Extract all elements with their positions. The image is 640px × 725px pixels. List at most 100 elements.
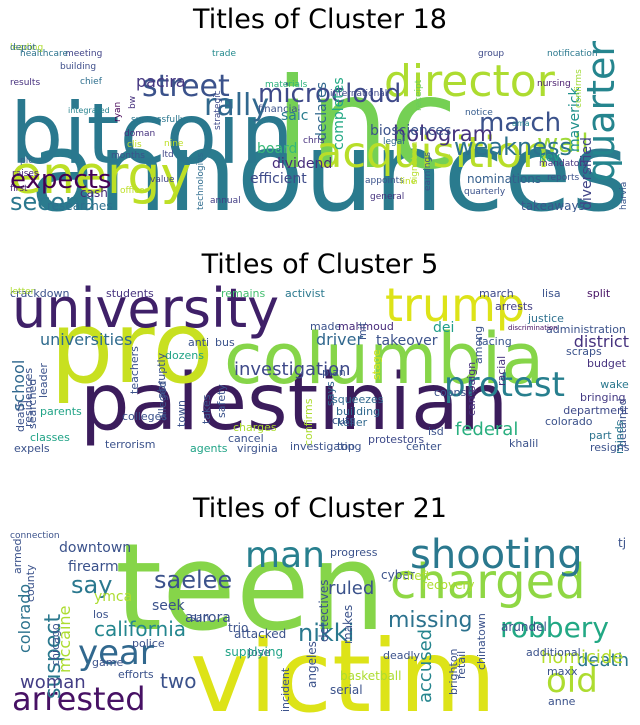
word-arundel: arundel bbox=[501, 620, 547, 634]
word-man: man bbox=[245, 535, 325, 576]
word-trade: trade bbox=[212, 49, 236, 59]
word-key: key bbox=[539, 150, 560, 164]
word-meeting: meeting bbox=[65, 49, 102, 59]
word-takeover: takeover bbox=[376, 333, 438, 349]
word-isd: isd bbox=[428, 425, 444, 438]
word-year: year bbox=[78, 633, 154, 673]
word-detained: detained bbox=[616, 398, 629, 447]
word-biosciences: biosciences bbox=[370, 123, 451, 139]
word-value: value bbox=[150, 175, 175, 185]
word-virginia: virginia bbox=[237, 442, 278, 455]
word-nominations: nominations bbox=[467, 172, 541, 186]
word-homicide: homicide bbox=[541, 647, 623, 668]
word-colorado: colorado bbox=[15, 584, 34, 653]
word-doman: doman bbox=[124, 129, 155, 139]
word-mandatory: mandatory bbox=[539, 159, 589, 169]
word-connection: connection bbox=[10, 531, 60, 541]
word-nursing: nursing bbox=[537, 79, 571, 89]
word-rally: rally bbox=[204, 88, 269, 123]
word-trump: trump bbox=[385, 284, 525, 332]
word-death: death bbox=[14, 400, 27, 432]
word-students: students bbox=[106, 287, 154, 300]
word-nine: nine bbox=[164, 139, 184, 149]
word-chicago: chicago bbox=[49, 623, 62, 666]
word-pacira: pacira bbox=[136, 72, 186, 91]
word-wall: wall bbox=[537, 129, 589, 159]
word-armed: armed bbox=[11, 538, 24, 574]
word-ama: ama bbox=[512, 119, 530, 128]
panel-title-cluster-18: Titles of Cluster 18 bbox=[193, 4, 447, 35]
word-budget: budget bbox=[587, 357, 627, 370]
word-supplying: supplying bbox=[225, 645, 283, 659]
word-cloud-cluster-5: palestinian pro columbia university trump pro… bbox=[10, 284, 630, 456]
word-signatron: signatron bbox=[410, 142, 420, 184]
word-police: police bbox=[132, 637, 165, 650]
word-letter: letter bbox=[10, 287, 35, 297]
word-ltd: ltd bbox=[162, 150, 174, 160]
word-cuts: cuts bbox=[332, 414, 355, 427]
word-street: street bbox=[142, 69, 230, 104]
word-victim: victim bbox=[190, 618, 496, 718]
word-line: line bbox=[400, 177, 417, 187]
word-mahmoud: mahmoud bbox=[338, 320, 394, 333]
word-death: death bbox=[577, 650, 629, 671]
word-suspect: suspect bbox=[41, 614, 66, 699]
word-protest: protest bbox=[444, 365, 565, 405]
word-game: game bbox=[92, 656, 123, 669]
word-integrated: integrated bbox=[68, 106, 110, 115]
word-scraps: scraps bbox=[566, 345, 602, 358]
word-mit: mit bbox=[356, 321, 369, 340]
word-county: county bbox=[24, 564, 37, 602]
word-second: second bbox=[10, 188, 96, 212]
word-crackdown: crackdown bbox=[10, 287, 69, 300]
word-bw: bw bbox=[128, 96, 138, 109]
word-ryan: ryan bbox=[113, 102, 123, 122]
word-officer: officer bbox=[120, 186, 149, 196]
word-recovery: recovery bbox=[422, 578, 475, 592]
word-basketball: basketball bbox=[340, 669, 401, 683]
word-chinatown: chinatown bbox=[475, 613, 488, 670]
word-efforts: efforts bbox=[118, 668, 154, 681]
word-say: say bbox=[71, 571, 112, 599]
word-detectives: detectives bbox=[317, 580, 331, 642]
word-facing: facing bbox=[478, 335, 512, 348]
word-leading: leading bbox=[10, 43, 43, 53]
word-annual: annual bbox=[210, 196, 241, 206]
word-hologram: hologram bbox=[393, 122, 493, 146]
word-cash: cash bbox=[80, 186, 108, 200]
word-legal: legal bbox=[383, 137, 405, 147]
word-appoints: appoints bbox=[365, 176, 404, 186]
word-deadly: deadly bbox=[383, 649, 421, 662]
word-squeezes: squeezes bbox=[332, 393, 384, 406]
word-progress: progress bbox=[330, 546, 378, 559]
word-old: old bbox=[546, 661, 598, 701]
word-board: board bbox=[257, 141, 297, 157]
word-protestors: protestors bbox=[368, 433, 424, 446]
word-completes: completes bbox=[331, 77, 347, 150]
word-bitcoin: bitcoin bbox=[10, 85, 294, 183]
word-racial: racial bbox=[495, 356, 508, 386]
word-seek: seek bbox=[152, 598, 186, 614]
word-researches: researches bbox=[47, 199, 113, 212]
word-charged: charged bbox=[390, 554, 586, 610]
word-wake: wake bbox=[600, 378, 629, 391]
word-campaign: campaign bbox=[465, 362, 478, 416]
word-building: building bbox=[60, 62, 96, 72]
word-part: part bbox=[589, 429, 612, 442]
word-mccaine: mccaine bbox=[55, 606, 74, 673]
word-chief: chief bbox=[80, 77, 103, 87]
word-chris: chris bbox=[303, 136, 325, 146]
word-maxx: maxx bbox=[547, 665, 578, 678]
word-universities: universities bbox=[40, 330, 132, 349]
word-earnings: earnings bbox=[423, 152, 433, 191]
word-plc: plc bbox=[20, 156, 33, 166]
word-nikki: nikki bbox=[298, 619, 354, 647]
word-coons: coons bbox=[434, 386, 466, 399]
word-ruled: ruled bbox=[328, 578, 374, 599]
word-lisa: lisa bbox=[542, 287, 561, 300]
word-declares: declares bbox=[314, 82, 330, 141]
word-maverick: maverick bbox=[567, 87, 583, 152]
word-harvia: harvia bbox=[619, 182, 629, 210]
word-healthcare: healthcare bbox=[20, 49, 68, 59]
